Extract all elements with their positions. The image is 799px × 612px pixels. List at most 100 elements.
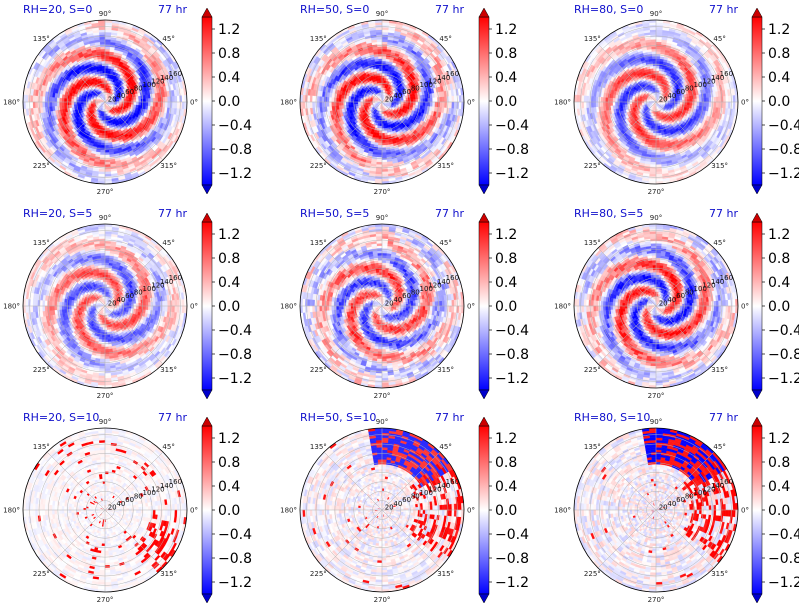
field-cell — [410, 99, 414, 103]
field-cell — [176, 95, 180, 103]
colorbar: 1.20.80.40.0−0.4−0.8−1.2 — [478, 7, 529, 195]
field-cell — [174, 101, 178, 109]
colorbar: 1.20.80.40.0−0.4−0.8−1.2 — [201, 7, 252, 195]
angle-label: 315° — [160, 162, 177, 170]
field-cell — [381, 39, 388, 43]
field-cell — [104, 48, 110, 52]
field-cell — [71, 101, 74, 106]
field-cell — [104, 159, 111, 163]
field-cell — [63, 98, 67, 103]
field-cell — [104, 72, 108, 76]
field-cell — [319, 96, 323, 103]
field-cell — [99, 159, 106, 163]
field-cell — [381, 58, 386, 62]
angle-label: 90° — [99, 10, 111, 18]
field-cell — [97, 181, 106, 184]
field-cell — [375, 29, 383, 33]
field-cell — [444, 96, 448, 103]
field-cell — [377, 149, 383, 153]
field-cell — [104, 130, 108, 134]
field-cell — [377, 56, 383, 59]
field-cell — [99, 164, 106, 168]
field-cell — [102, 130, 106, 134]
field-cell — [73, 101, 77, 105]
field-cell — [102, 75, 106, 79]
field-cell — [377, 154, 383, 158]
field-cell — [321, 101, 325, 108]
field-cell — [379, 125, 383, 129]
time-label: 77 hr — [158, 3, 187, 16]
field-cell — [155, 101, 159, 107]
field-cell — [44, 101, 48, 108]
field-cell — [184, 101, 187, 110]
field-cell — [352, 101, 356, 105]
field-cell — [162, 96, 166, 103]
field-cell — [377, 48, 383, 52]
angle-label: 225° — [33, 162, 50, 170]
radial-tick-label: 160 — [169, 70, 182, 78]
field-cell — [143, 98, 147, 103]
field-cell — [167, 96, 171, 103]
field-cell — [172, 101, 176, 109]
field-cell — [131, 101, 135, 105]
field-cell — [59, 97, 62, 103]
angle-label: 270° — [97, 188, 114, 196]
polar-frame — [22, 19, 188, 185]
field-cell — [381, 159, 388, 163]
colorbar-tick-label: −1.2 — [218, 166, 252, 182]
field-cell — [381, 48, 387, 52]
field-cell — [164, 101, 168, 108]
field-cell — [381, 29, 389, 33]
field-cell — [451, 95, 455, 103]
field-cell — [143, 101, 147, 106]
field-cell — [98, 173, 106, 177]
field-cell — [99, 39, 106, 43]
field-cell — [302, 101, 306, 110]
field-cell — [106, 77, 110, 81]
field-cell — [377, 46, 383, 50]
field-cell — [30, 101, 34, 109]
field-cell — [357, 99, 361, 103]
field-cell — [39, 101, 43, 108]
field-cell — [104, 142, 109, 146]
field-cell — [104, 164, 111, 168]
field-cell — [381, 51, 387, 55]
field-cell — [316, 101, 320, 108]
field-cell — [167, 101, 171, 108]
field-cell — [453, 95, 457, 103]
field-cell — [100, 154, 106, 158]
field-cell — [102, 125, 106, 129]
field-cell — [381, 133, 386, 136]
field-cell — [102, 72, 106, 76]
field-cell — [101, 135, 106, 139]
colorbar-tick-label: 0.0 — [218, 94, 240, 110]
field-cell — [307, 95, 311, 103]
field-cell — [39, 96, 43, 103]
field-cell — [136, 101, 139, 106]
field-cell — [104, 51, 110, 55]
field-cell — [432, 101, 436, 107]
field-cell — [381, 135, 386, 139]
field-cell — [145, 101, 149, 106]
field-cell — [80, 99, 84, 103]
field-cell — [381, 171, 389, 175]
field-cell — [378, 133, 383, 136]
field-cell — [104, 58, 109, 62]
field-cell — [311, 101, 315, 109]
field-cell — [104, 133, 109, 136]
field-cell — [104, 137, 109, 141]
field-cell — [133, 101, 137, 105]
field-cell — [381, 149, 387, 153]
field-cell — [174, 95, 178, 103]
field-cell — [321, 96, 325, 103]
field-cell — [100, 46, 106, 50]
field-cell — [381, 68, 386, 71]
radial-tick-label: 60 — [125, 88, 134, 96]
angular-gridline — [104, 101, 164, 161]
field-cell — [350, 99, 354, 103]
panel-title: RH=50, S=0 — [300, 3, 369, 16]
polar-panel: 90°45°0°315°270°225°180°135°20 40 60 80 1001… — [3, 3, 198, 196]
field-cell — [104, 56, 110, 59]
field-cell — [377, 152, 383, 156]
